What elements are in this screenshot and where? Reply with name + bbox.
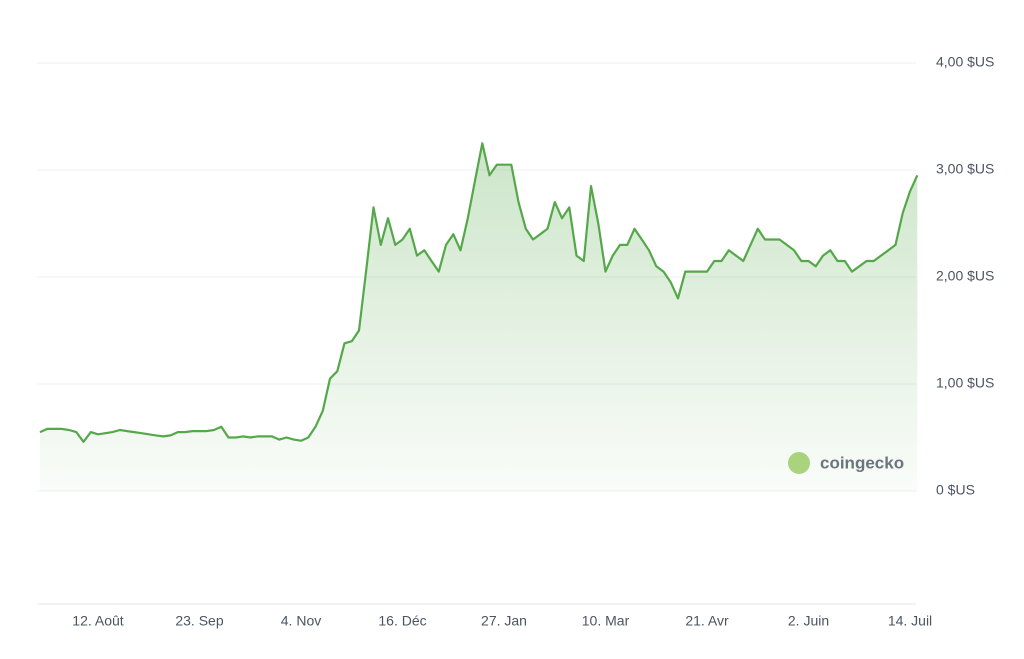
x-tick-label: 23. Sep — [175, 613, 223, 629]
area — [40, 143, 918, 492]
y-tick-label: 3,00 $US — [936, 161, 994, 177]
x-tick-label: 10. Mar — [582, 613, 630, 629]
x-tick-label: 14. Juil — [888, 613, 932, 629]
y-tick-label: 4,00 $US — [936, 54, 994, 70]
x-tick-label: 27. Jan — [481, 613, 527, 629]
x-tick-label: 16. Déc — [378, 613, 426, 629]
x-tick-label: 21. Avr — [685, 613, 729, 629]
x-tick-label: 12. Août — [72, 613, 123, 629]
y-tick-label: 0 $US — [936, 482, 975, 498]
x-tick-label: 2. Juin — [788, 613, 829, 629]
x-tick-label: 4. Nov — [281, 613, 321, 629]
y-tick-label: 2,00 $US — [936, 268, 994, 284]
y-tick-label: 1,00 $US — [936, 375, 994, 391]
line — [39, 142, 919, 443]
